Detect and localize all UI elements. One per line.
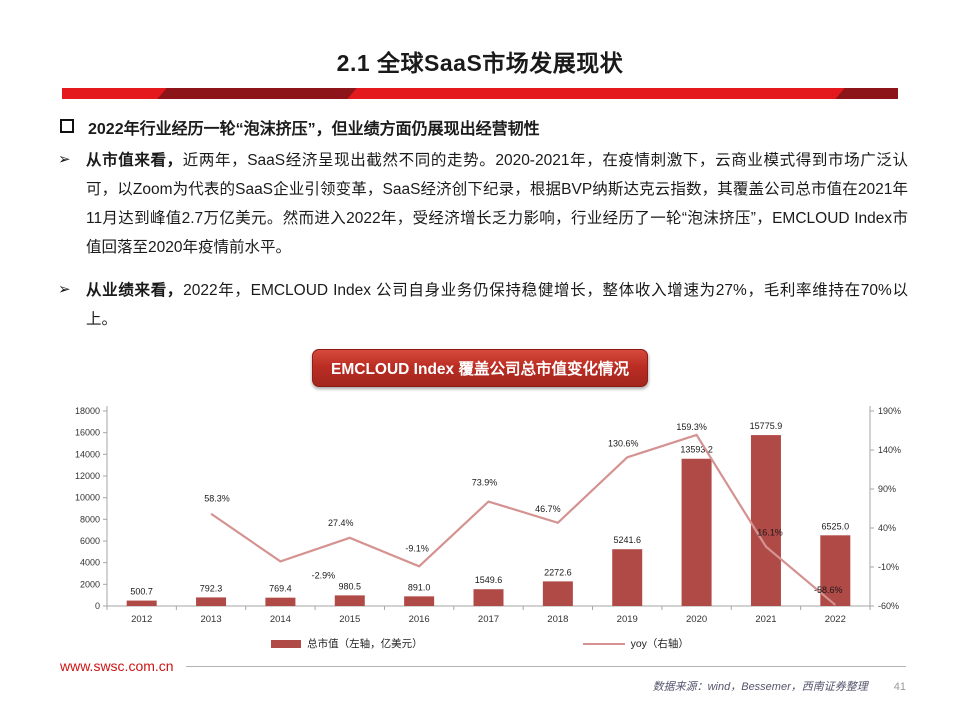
bar-2022: [820, 535, 851, 606]
bar-2018: [542, 581, 573, 606]
page-number: 41: [893, 681, 906, 693]
square-bullet-icon: [60, 119, 74, 133]
yoy-line: [210, 433, 837, 606]
bar-2019: [612, 549, 643, 606]
bar-label-2019: 5241.6: [613, 535, 641, 545]
paragraph-market-cap: 从市值来看，近两年，SaaS经济呈现出截然不同的走势。2020-2021年，在疫…: [86, 146, 908, 262]
yoy-label-2017: 73.9%: [472, 478, 498, 488]
legend-line-swatch: [582, 642, 625, 645]
paragraph-lead: 从市值来看，: [86, 152, 183, 169]
bar-2013: [196, 597, 227, 606]
yoy-label-2020: 159.3%: [676, 422, 707, 432]
x-label-2022: 2022: [825, 614, 846, 625]
left-tick-label: 14000: [75, 449, 100, 459]
yoy-label-2018: 46.7%: [535, 504, 561, 514]
bar-label-2022: 6525.0: [822, 521, 850, 531]
bar-label-2014: 769.4: [269, 584, 292, 594]
x-label-2014: 2014: [270, 614, 291, 625]
bar-label-2020: 13593.2: [680, 445, 713, 455]
yoy-label-2014: -2.9%: [312, 570, 336, 580]
paragraph-performance: 从业绩来看，2022年，EMCLOUD Index 公司自身业务仍保持稳健增长，…: [86, 276, 908, 334]
arrow-bullet-icon: ➢: [58, 151, 71, 168]
section-heading: 2022年行业经历一轮“泡沫挤压”，但业绩方面仍展现出经营韧性: [60, 115, 920, 139]
left-tick-label: 2000: [80, 579, 100, 589]
paragraph-body: 近两年，SaaS经济呈现出截然不同的走势。2020-2021年，在疫情刺激下，云…: [86, 152, 908, 256]
left-tick-label: 12000: [75, 471, 100, 481]
chart: 0 2000 4000 6000 8000 10000 12000 14000 16000 180…: [0, 400, 960, 635]
left-tick-label: 10000: [75, 493, 100, 503]
yoy-label-2015: 27.4%: [328, 518, 354, 528]
right-tick-label: 190%: [878, 406, 901, 416]
accent-bar: [62, 88, 898, 99]
legend-item-yoy: yoy（右轴）: [582, 636, 689, 651]
legend-bar-label: 总市值（左轴，亿美元）: [307, 638, 423, 650]
bar-2020: [681, 458, 712, 606]
bar-2021: [750, 435, 781, 606]
footer: www.swsc.com.cn: [60, 658, 906, 674]
page-title: 2.1 全球SaaS市场发展现状: [336, 50, 624, 76]
x-label-2020: 2020: [686, 614, 707, 625]
bar-label-2012: 500.7: [130, 587, 153, 597]
x-label-2016: 2016: [409, 614, 430, 625]
left-tick-label: 4000: [80, 558, 100, 568]
yoy-label-2021: 16.1%: [757, 528, 783, 538]
x-label-2013: 2013: [200, 614, 221, 625]
source-row: 数据来源：wind，Bessemer，西南证券整理 41: [653, 678, 906, 694]
bar-2012: [126, 600, 157, 606]
x-label-2017: 2017: [478, 614, 499, 625]
bar-label-2017: 1549.6: [475, 575, 503, 585]
legend-line-label: yoy（右轴）: [630, 638, 689, 650]
x-label-2019: 2019: [617, 614, 638, 625]
x-label-2015: 2015: [339, 614, 360, 625]
accent-bar-dark-segment: [157, 88, 357, 99]
left-tick-label: 0: [95, 601, 100, 611]
right-tick-label: -10%: [878, 562, 899, 572]
bar-label-2021: 15775.9: [750, 421, 783, 431]
yoy-label-2013: 58.3%: [204, 494, 230, 504]
right-tick-label: 140%: [878, 445, 901, 455]
bar-label-2015: 980.5: [339, 581, 362, 591]
paragraph-lead: 从业绩来看，: [86, 282, 184, 299]
bar-2016: [404, 596, 435, 606]
bar-label-2013: 792.3: [200, 583, 223, 593]
chart-legend: 总市值（左轴，亿美元） yoy（右轴）: [0, 636, 960, 651]
legend-item-marketcap: 总市值（左轴，亿美元）: [271, 636, 423, 651]
arrow-bullet-icon: ➢: [58, 281, 71, 298]
left-tick-label: 6000: [80, 536, 100, 546]
site-link[interactable]: www.swsc.com.cn: [60, 658, 174, 674]
source-note: 数据来源：wind，Bessemer，西南证券整理: [652, 681, 868, 693]
footer-divider: [185, 665, 906, 667]
bar-2014: [265, 597, 296, 606]
left-tick-label: 18000: [75, 406, 100, 416]
chart-svg: 0 2000 4000 6000 8000 10000 12000 14000 16000 180…: [75, 406, 901, 625]
bar-2015: [334, 595, 365, 606]
left-tick-label: 8000: [80, 514, 100, 524]
bar-label-2016: 891.0: [408, 582, 431, 592]
yoy-label-2016: -9.1%: [405, 543, 429, 553]
legend-bar-swatch: [271, 639, 302, 648]
yoy-label-2019: 130.6%: [608, 438, 639, 448]
right-tick-label: 90%: [878, 484, 896, 494]
x-label-2021: 2021: [755, 614, 776, 625]
accent-bar-dark-segment: [835, 88, 898, 99]
yoy-label-2022: -58.6%: [814, 585, 843, 595]
chart-title-badge: EMCLOUD Index 覆盖公司总市值变化情况: [312, 349, 648, 387]
bar-label-2018: 2272.6: [544, 567, 572, 577]
right-tick-label: 40%: [878, 523, 896, 533]
right-tick-label: -60%: [878, 601, 899, 611]
paragraph-body: 2022年，EMCLOUD Index 公司自身业务仍保持稳健增长，整体收入增速…: [86, 282, 908, 328]
bar-2017: [473, 589, 504, 606]
left-tick-label: 16000: [75, 428, 100, 438]
x-label-2018: 2018: [547, 614, 568, 625]
x-label-2012: 2012: [131, 614, 152, 625]
section-heading-text: 2022年行业经历一轮“泡沫挤压”，但业绩方面仍展现出经营韧性: [88, 121, 540, 138]
